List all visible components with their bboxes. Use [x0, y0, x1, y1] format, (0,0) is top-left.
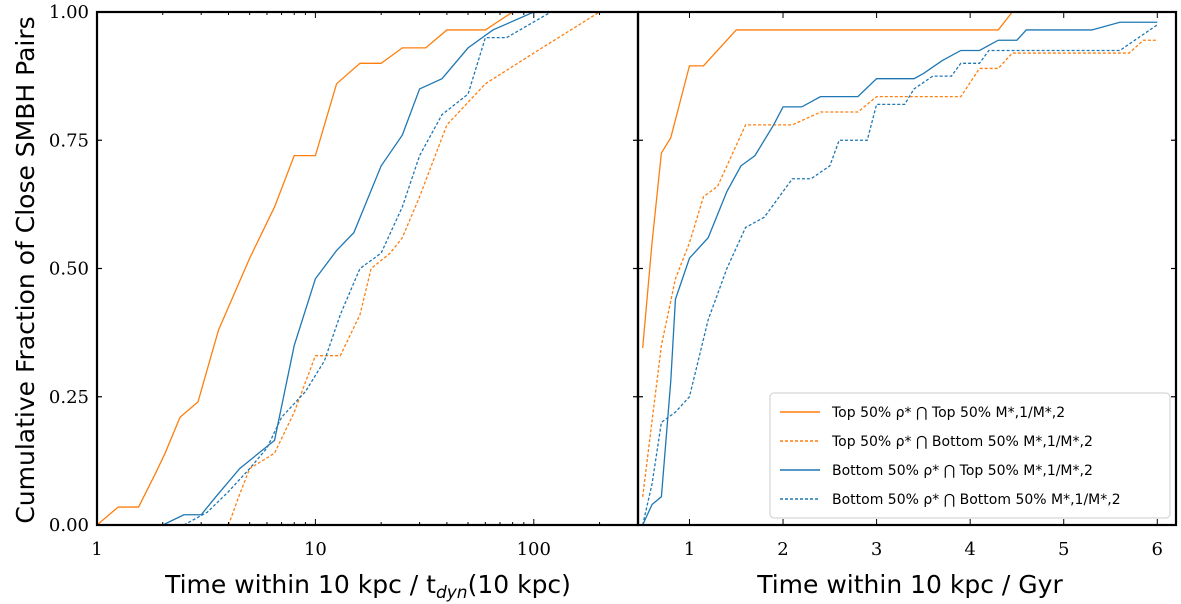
x-tick-label: 2: [777, 539, 788, 560]
right-axes-frame: [636, 10, 1178, 527]
x-tick-label: 100: [517, 539, 551, 560]
x-tick-label: 3: [871, 539, 882, 560]
x-tick-label: 4: [964, 539, 975, 560]
x-axis-label-left-main: Time within 10 kpc / t: [164, 570, 436, 599]
left-axes-frame: [95, 10, 640, 527]
legend-label: Top 50% ρ* ⋂ Bottom 50% M*,1/M*,2: [831, 434, 1093, 450]
y-tick-label: 0.00: [49, 515, 89, 536]
x-axis-label-left: Time within 10 kpc / tdyn(10 kpc): [164, 570, 571, 603]
right-series-4: [642, 24, 1158, 526]
left-panel: 0.00 0.25 0.50 0.75 1.00 1 10 100: [49, 2, 640, 560]
x-axis-label-left-tail: (10 kpc): [468, 570, 571, 599]
x-tick-label: 6: [1152, 539, 1163, 560]
x-tick-label: 10: [304, 539, 327, 560]
legend-label: Bottom 50% ρ* ⋂ Bottom 50% M*,1/M*,2: [832, 492, 1121, 508]
left-series-2: [227, 11, 638, 526]
y-tick-label: 0.25: [49, 387, 89, 408]
x-tick-label: 5: [1058, 539, 1069, 560]
right-series-2: [642, 39, 1158, 497]
right-series-3: [642, 21, 1158, 526]
x-axis-label-left-sub: dyn: [436, 583, 468, 603]
y-tick-label: 0.75: [49, 130, 89, 151]
right-series-1: [642, 11, 1158, 349]
left-series-3: [162, 11, 638, 526]
legend-label: Top 50% ρ* ⋂ Top 50% M*,1/M*,2: [831, 405, 1065, 421]
y-tick-label: 0.50: [49, 259, 89, 280]
y-tick-label: 1.00: [49, 2, 89, 23]
y-axis-label: Cumulative Fraction of Close SMBH Pairs: [11, 16, 40, 523]
x-tick-label: 1: [684, 539, 695, 560]
left-series-4: [183, 11, 638, 526]
legend-box: [769, 392, 1171, 519]
x-tick-label: 1: [91, 539, 102, 560]
legend: Top 50% ρ* ⋂ Top 50% M*,1/M*,2 Top 50% ρ*…: [769, 392, 1171, 519]
left-series-1: [96, 11, 638, 526]
right-panel: 1 2 3 4 5 6: [636, 10, 1178, 560]
x-axis-label-right: Time within 10 kpc / Gyr: [756, 570, 1063, 599]
legend-label: Bottom 50% ρ* ⋂ Top 50% M*,1/M*,2: [832, 463, 1093, 479]
